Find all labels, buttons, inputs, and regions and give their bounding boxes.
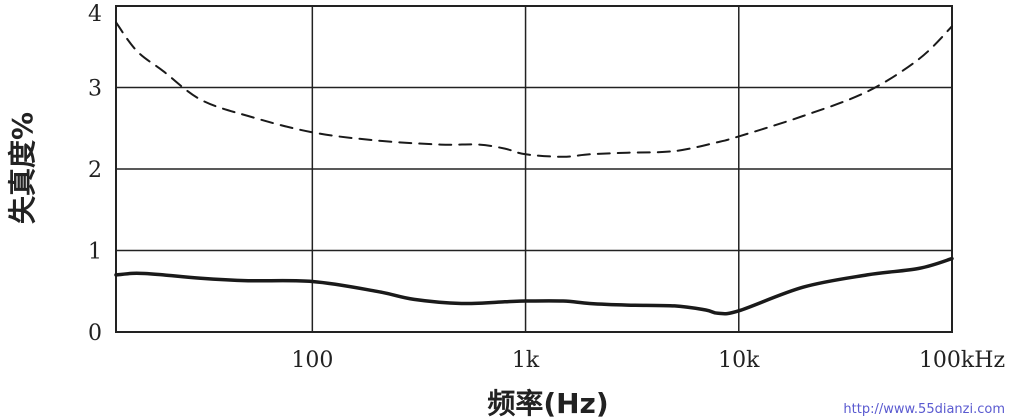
x-axis-label: 频率(Hz) <box>487 387 608 420</box>
watermark: http://www.55dianzi.com <box>843 402 1005 417</box>
y-tick-label: 2 <box>88 158 102 183</box>
x-tick-label: 100 <box>291 348 333 373</box>
x-tick-label: 100kHz <box>919 348 1005 373</box>
y-tick-label: 3 <box>88 77 102 102</box>
x-tick-label: 10k <box>718 348 760 373</box>
series-group <box>114 21 954 316</box>
x-tick-label: 1k <box>512 348 540 373</box>
series-line-dashed <box>115 21 953 158</box>
tick-labels: 100 1k 10k 100kHz 0 1 2 3 4 <box>88 2 1005 373</box>
series-line-solid <box>114 256 954 316</box>
y-tick-label: 0 <box>88 321 102 346</box>
y-tick-label: 4 <box>88 2 102 27</box>
y-axis-label: 失真度% <box>6 112 39 224</box>
grid <box>115 5 953 333</box>
y-tick-label: 1 <box>88 240 102 265</box>
